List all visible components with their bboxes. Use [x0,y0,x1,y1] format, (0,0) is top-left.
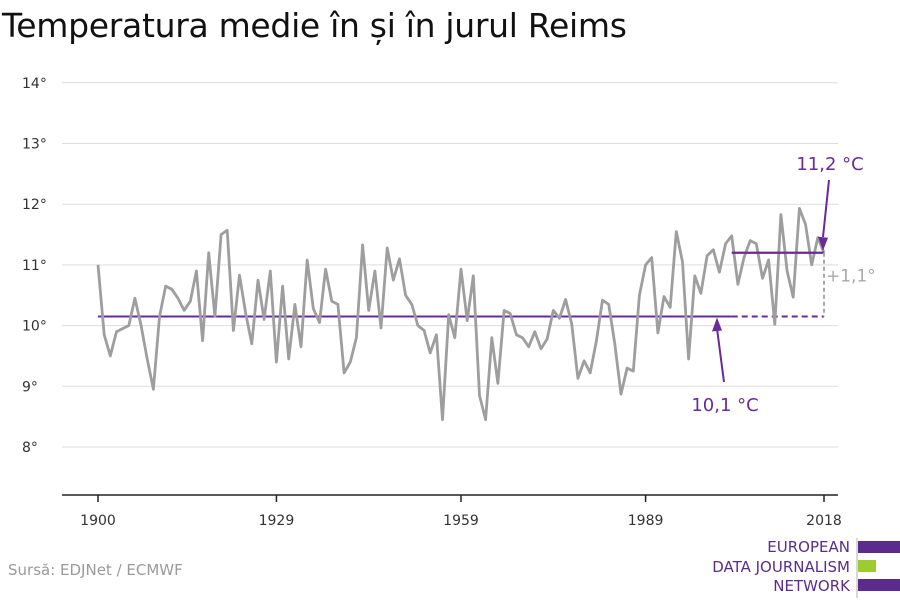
logo-bar-2 [858,560,876,572]
x-tick-label-1929: 1929 [259,513,295,529]
annotations: +1,1° 11,2 °C 10,1 °C [691,154,875,416]
logo-bar-3 [858,579,900,591]
logo-line-2: DATA JOURNALISM [712,557,850,576]
x-tick-label-1900: 1900 [80,513,116,529]
chart-title: Temperatura medie în și în jurul Reims [2,6,627,45]
x-tick-label-1989: 1989 [628,513,664,529]
baseline-arrowhead [712,317,722,332]
logo-line-3: NETWORK [773,577,850,595]
logo-bar-1 [858,541,900,553]
y-tick-label-10: 10° [22,319,47,335]
difference-label: +1,1° [826,267,876,287]
y-axis: 8° 9° 10° 11° 12° 13° 14° [22,76,47,456]
baseline-arrow-shaft [716,328,725,383]
logo-line-1: EUROPEAN [767,538,850,556]
x-axis: 1900 1929 1959 1989 2018 [62,494,842,529]
recent-mean-arrow-shaft [822,179,830,238]
y-tick-label-14: 14° [22,76,47,92]
gridlines [62,82,838,448]
recent-mean-label: 11,2 °C [796,154,863,175]
source-note: Sursă: EDJNet / ECMWF [8,561,183,579]
x-tick-label-1959: 1959 [443,513,479,529]
baseline-mean-label: 10,1 °C [691,395,758,416]
temperature-series-line [96,206,826,422]
recent-mean-arrowhead [818,236,828,251]
logo-divider [856,538,858,598]
y-tick-label-12: 12° [22,197,47,213]
y-tick-label-9: 9° [22,379,38,395]
edjnet-logo: EUROPEAN DATA JOURNALISM NETWORK [690,538,900,598]
logo-text: EUROPEAN DATA JOURNALISM NETWORK [712,538,850,597]
series-lines [96,206,826,422]
y-tick-label-13: 13° [22,137,47,153]
y-tick-label-11: 11° [22,258,47,274]
x-tick-label-2018: 2018 [806,513,842,529]
y-tick-label-8: 8° [22,440,38,456]
